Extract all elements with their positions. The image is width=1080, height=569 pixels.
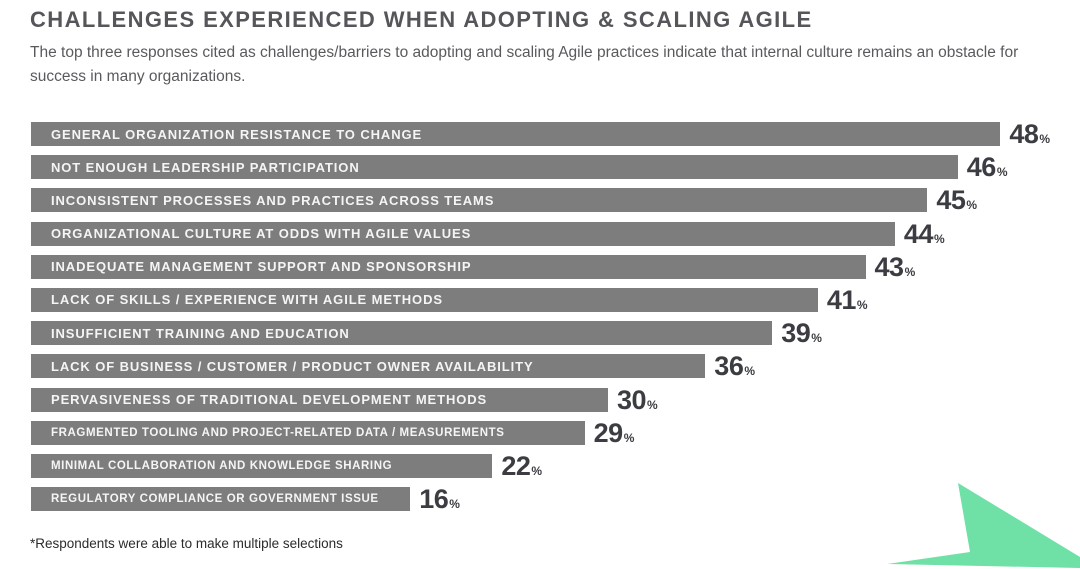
bar-row: INADEQUATE MANAGEMENT SUPPORT AND SPONSO… (31, 251, 1045, 288)
bar-category-label: LACK OF BUSINESS / CUSTOMER / PRODUCT OW… (51, 358, 534, 374)
bar-value: 41% (826, 284, 868, 315)
bar-value: 22% (501, 450, 543, 481)
bar-row: PERVASIVENESS OF TRADITIONAL DEVELOPMENT… (31, 384, 1045, 421)
bar-value: 43% (874, 251, 916, 282)
bar-row: LACK OF BUSINESS / CUSTOMER / PRODUCT OW… (31, 351, 1045, 387)
bar: LACK OF SKILLS / EXPERIENCE WITH AGILE M… (31, 287, 818, 312)
bar-value: 45% (936, 185, 978, 216)
bar-value-percent-sign: % (647, 397, 658, 412)
bar-value-percent-sign: % (531, 463, 543, 478)
bar: FRAGMENTED TOOLING AND PROJECT-RELATED D… (31, 420, 585, 445)
bar-category-label: GENERAL ORGANIZATION RESISTANCE TO CHANG… (51, 126, 423, 142)
bar: LACK OF BUSINESS / CUSTOMER / PRODUCT OW… (31, 354, 706, 379)
page-subtitle: The top three responses cited as challen… (30, 44, 1019, 86)
bar: PERVASIVENESS OF TRADITIONAL DEVELOPMENT… (31, 387, 608, 412)
bar-row: REGULATORY COMPLIANCE OR GOVERNMENT ISSU… (31, 484, 1045, 520)
bar-category-label: INSUFFICIENT TRAINING AND EDUCATION (51, 325, 350, 341)
bar-row: NOT ENOUGH LEADERSHIP PARTICIPATION 46% (31, 152, 1045, 188)
bar-category-label: INCONSISTENT PROCESSES AND PRACTICES ACR… (51, 192, 495, 208)
bar-value-number: 30 (616, 384, 647, 415)
bar-row: ORGANIZATIONAL CULTURE AT ODDS WITH AGIL… (31, 218, 1045, 255)
bar-category-label: LACK OF SKILLS / EXPERIENCE WITH AGILE M… (51, 292, 443, 308)
bar-row: INCONSISTENT PROCESSES AND PRACTICES ACR… (31, 185, 1045, 221)
bar-value-number: 45 (936, 185, 966, 216)
bar-row: GENERAL ORGANIZATION RESISTANCE TO CHANG… (31, 121, 1050, 155)
footnote: *Respondents were able to make multiple … (30, 536, 343, 551)
bar-value-number: 41 (826, 284, 857, 315)
bar-value: 39% (781, 318, 822, 349)
bar-value-number: 29 (593, 417, 624, 448)
bar-value-number: 36 (714, 351, 744, 382)
bar-value-percent-sign: % (904, 264, 916, 279)
bar-value-percent-sign: % (996, 165, 1008, 180)
header: CHALLENGES EXPERIENCED WHEN ADOPTING & S… (30, 7, 1060, 89)
bar: REGULATORY COMPLIANCE OR GOVERNMENT ISSU… (31, 487, 411, 512)
bar-value-percent-sign: % (623, 430, 635, 445)
bar-category-label: NOT ENOUGH LEADERSHIP PARTICIPATION (51, 159, 360, 175)
bar-value-percent-sign: % (449, 497, 460, 512)
bar: INSUFFICIENT TRAINING AND EDUCATION (31, 321, 773, 346)
bar-value-percent-sign: % (966, 198, 978, 213)
bar-value: 44% (903, 218, 945, 249)
bar-value: 30% (616, 384, 658, 415)
bar-value-number: 16 (419, 484, 449, 515)
bar-value: 46% (966, 152, 1008, 183)
bar-value-number: 39 (781, 318, 811, 349)
bar-row: INSUFFICIENT TRAINING AND EDUCATION 39% (31, 318, 1045, 354)
bar-category-label: PERVASIVENESS OF TRADITIONAL DEVELOPMENT… (51, 392, 488, 407)
bar-row: MINIMAL COLLABORATION AND KNOWLEDGE SHAR… (31, 450, 1045, 487)
page-title: CHALLENGES EXPERIENCED WHEN ADOPTING & S… (30, 7, 813, 32)
bar-value: 36% (714, 351, 756, 382)
bar: INCONSISTENT PROCESSES AND PRACTICES ACR… (31, 188, 928, 213)
bar-value-number: 43 (874, 251, 905, 282)
bar-value-percent-sign: % (1039, 132, 1051, 146)
bar: NOT ENOUGH LEADERSHIP PARTICIPATION (31, 155, 958, 180)
bar-value-percent-sign: % (744, 364, 756, 379)
bar-category-label: MINIMAL COLLABORATION AND KNOWLEDGE SHAR… (51, 459, 393, 472)
bar-value: 29% (593, 417, 635, 448)
bar-value-number: 48 (1009, 119, 1039, 149)
bar-value: 48% (1009, 119, 1051, 149)
bar-value-percent-sign: % (856, 297, 868, 312)
bar: ORGANIZATIONAL CULTURE AT ODDS WITH AGIL… (31, 221, 895, 246)
bar-chart: GENERAL ORGANIZATION RESISTANCE TO CHANG… (31, 121, 1050, 520)
bar-row: FRAGMENTED TOOLING AND PROJECT-RELATED D… (31, 417, 1045, 454)
bar-row: LACK OF SKILLS / EXPERIENCE WITH AGILE M… (31, 284, 1045, 321)
bar: MINIMAL COLLABORATION AND KNOWLEDGE SHAR… (31, 453, 493, 478)
bar-category-label: ORGANIZATIONAL CULTURE AT ODDS WITH AGIL… (51, 226, 472, 242)
bar-value-number: 44 (903, 218, 934, 249)
bar-value-number: 22 (501, 450, 531, 481)
bar-value-number: 46 (966, 152, 997, 183)
bar-value: 16% (419, 484, 460, 515)
bar-category-label: FRAGMENTED TOOLING AND PROJECT-RELATED D… (51, 426, 505, 439)
bar: GENERAL ORGANIZATION RESISTANCE TO CHANG… (31, 122, 1001, 146)
bar-category-label: INADEQUATE MANAGEMENT SUPPORT AND SPONSO… (51, 259, 472, 275)
bar: INADEQUATE MANAGEMENT SUPPORT AND SPONSO… (31, 254, 866, 279)
bar-value-percent-sign: % (933, 231, 945, 246)
bar-value-percent-sign: % (811, 331, 822, 346)
bar-category-label: REGULATORY COMPLIANCE OR GOVERNMENT ISSU… (51, 493, 379, 506)
